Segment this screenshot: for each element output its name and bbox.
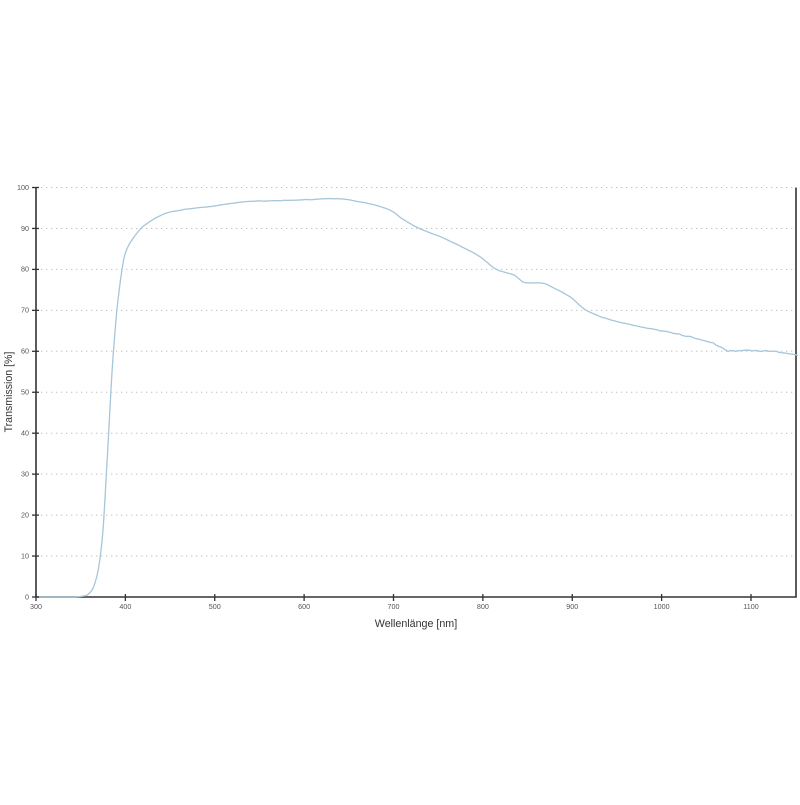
svg-text:300: 300 (30, 602, 42, 611)
svg-text:10: 10 (21, 551, 29, 560)
svg-text:1000: 1000 (654, 602, 670, 611)
svg-text:50: 50 (21, 388, 29, 397)
svg-text:30: 30 (21, 469, 29, 478)
svg-text:900: 900 (566, 602, 578, 611)
svg-text:20: 20 (21, 510, 29, 519)
svg-text:1100: 1100 (743, 602, 758, 611)
svg-text:0: 0 (25, 592, 29, 601)
svg-text:800: 800 (477, 602, 489, 611)
svg-text:600: 600 (298, 602, 310, 611)
svg-text:90: 90 (21, 224, 29, 233)
svg-text:400: 400 (119, 602, 131, 611)
svg-text:Wellenlänge [nm]: Wellenlänge [nm] (375, 618, 457, 630)
svg-text:60: 60 (21, 347, 29, 356)
svg-text:100: 100 (17, 183, 29, 192)
svg-text:80: 80 (21, 265, 29, 274)
svg-text:70: 70 (21, 306, 29, 315)
svg-text:500: 500 (209, 602, 221, 611)
svg-text:40: 40 (21, 429, 29, 438)
svg-text:700: 700 (388, 602, 400, 611)
svg-text:Transmission [%]: Transmission [%] (3, 352, 15, 433)
